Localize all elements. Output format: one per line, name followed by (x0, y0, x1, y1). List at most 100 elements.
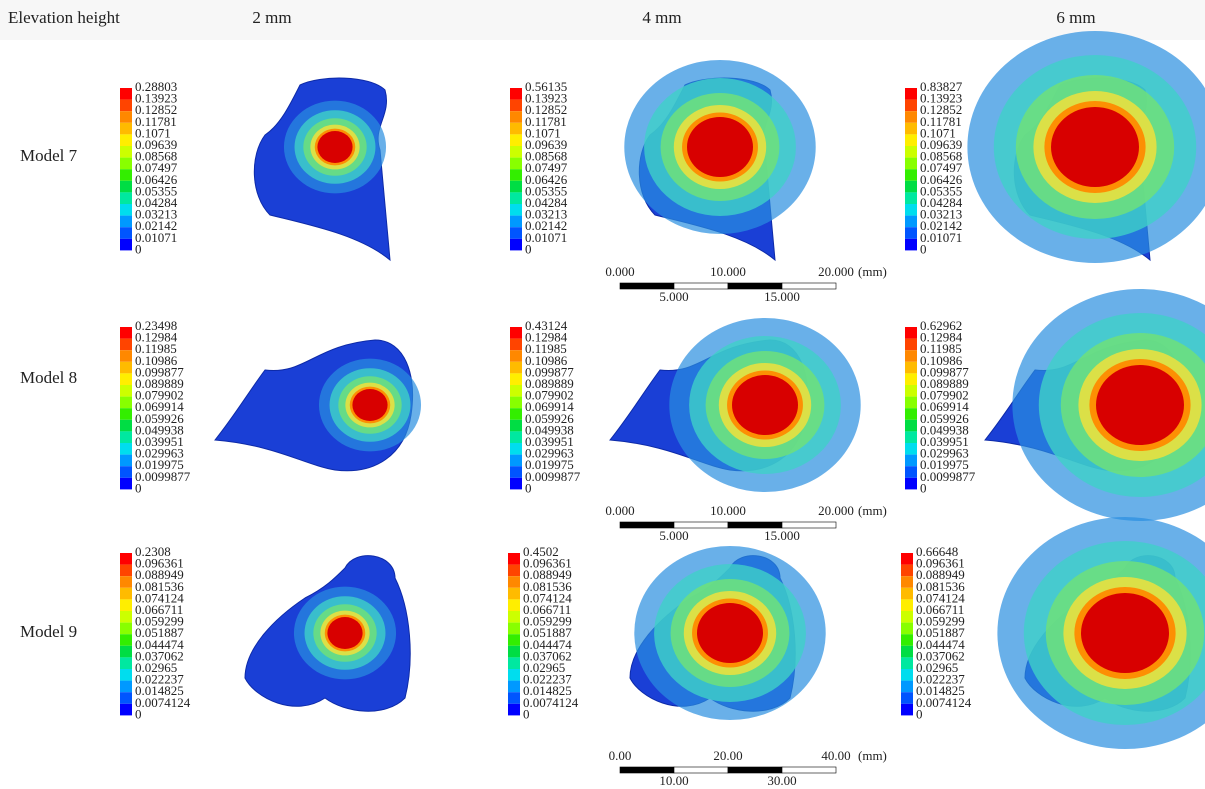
legend-swatch (901, 657, 913, 669)
stress-zone (327, 617, 362, 649)
legend-swatch (510, 362, 522, 374)
legend-swatch (510, 431, 522, 443)
legend-swatch (510, 134, 522, 146)
row-label: Model 9 (20, 622, 77, 641)
legend-label: 0.0099877 (920, 469, 976, 484)
legend-swatch (120, 611, 132, 623)
legend-swatch (510, 385, 522, 397)
scale-label: 0.00 (609, 748, 632, 763)
legend-swatch (120, 681, 132, 693)
legend-swatch (508, 657, 520, 669)
legend-swatch (120, 216, 132, 228)
column-header: 2 mm (252, 8, 291, 27)
row-label-header: Elevation height (8, 8, 120, 27)
legend-swatch (120, 100, 132, 112)
legend-swatch (905, 100, 917, 112)
legend-swatch (508, 565, 520, 577)
scale-label: 10.000 (710, 264, 746, 279)
legend-swatch (905, 420, 917, 432)
legend-swatch (905, 88, 917, 100)
legend-swatch (905, 431, 917, 443)
contour-plot (215, 340, 421, 471)
legend-swatch (901, 553, 913, 565)
scale-label: 10.000 (710, 503, 746, 518)
column-header: 6 mm (1056, 8, 1095, 27)
legend-swatch (905, 146, 917, 158)
legend-swatch (905, 169, 917, 181)
legend-swatch (120, 455, 132, 467)
legend-swatch (508, 599, 520, 611)
legend-swatch (120, 466, 132, 478)
legend-swatch (120, 123, 132, 135)
legend-swatch (120, 327, 132, 339)
legend-swatch (905, 192, 917, 204)
legend-swatch (901, 634, 913, 646)
scale-label: 15.000 (764, 528, 800, 543)
legend-label: 0 (135, 706, 142, 721)
scale-label: 0.000 (605, 264, 634, 279)
legend-swatch (510, 123, 522, 135)
legend-swatch (905, 111, 917, 123)
scale-label: 20.000 (818, 264, 854, 279)
stress-zone (1051, 107, 1139, 187)
legend-swatch (510, 146, 522, 158)
legend-swatch (510, 192, 522, 204)
legend-swatch (120, 385, 132, 397)
page: Elevation height 2 mm 4 mm 6 mm Model 70… (0, 0, 1205, 789)
stress-zone (317, 131, 352, 163)
legend-swatch (905, 443, 917, 455)
legend-label: 0 (135, 241, 142, 256)
stress-zone (697, 603, 763, 663)
legend-swatch (510, 339, 522, 351)
stress-zone (1081, 593, 1169, 673)
contour-plot (630, 546, 826, 720)
legend-label: 0.0099877 (135, 469, 191, 484)
contour-plot (997, 517, 1205, 749)
legend-swatch (120, 692, 132, 704)
contour-plot (624, 60, 815, 260)
legend-swatch (510, 408, 522, 420)
row-label: Model 8 (20, 368, 77, 387)
legend-label: 0.0074124 (135, 695, 191, 710)
legend-swatch (120, 350, 132, 362)
legend-label: 0.0074124 (523, 695, 579, 710)
legend-swatch (508, 669, 520, 681)
legend-swatch (120, 134, 132, 146)
legend-swatch (510, 397, 522, 409)
legend-swatch (901, 565, 913, 577)
legend-swatch (120, 443, 132, 455)
legend-label: 0 (525, 480, 532, 495)
legend-swatch (120, 408, 132, 420)
legend-swatch (901, 704, 913, 716)
legend-swatch (510, 478, 522, 490)
header-band (0, 0, 1205, 40)
scale-label: 20.00 (713, 748, 742, 763)
legend-swatch (905, 227, 917, 239)
legend-swatch (905, 123, 917, 135)
legend-swatch (905, 466, 917, 478)
contour-plot (967, 31, 1205, 263)
legend-swatch (508, 553, 520, 565)
scale-label: 15.000 (764, 289, 800, 304)
legend-swatch (120, 111, 132, 123)
legend-swatch (901, 599, 913, 611)
legend-swatch (901, 646, 913, 658)
legend-swatch (508, 646, 520, 658)
legend-swatch (905, 350, 917, 362)
legend-swatch (905, 239, 917, 251)
stress-zone (732, 375, 798, 435)
row-label: Model 7 (20, 146, 78, 165)
legend-swatch (120, 146, 132, 158)
stress-zone (1096, 365, 1184, 445)
legend-swatch (120, 227, 132, 239)
legend-swatch (510, 466, 522, 478)
legend-swatch (508, 576, 520, 588)
contour-plot (254, 78, 390, 260)
legend-label: 0 (920, 241, 927, 256)
legend-swatch (510, 239, 522, 251)
legend-swatch (120, 181, 132, 193)
legend-label: 0 (916, 706, 923, 721)
legend-swatch (905, 204, 917, 216)
legend-swatch (905, 327, 917, 339)
legend-swatch (901, 611, 913, 623)
